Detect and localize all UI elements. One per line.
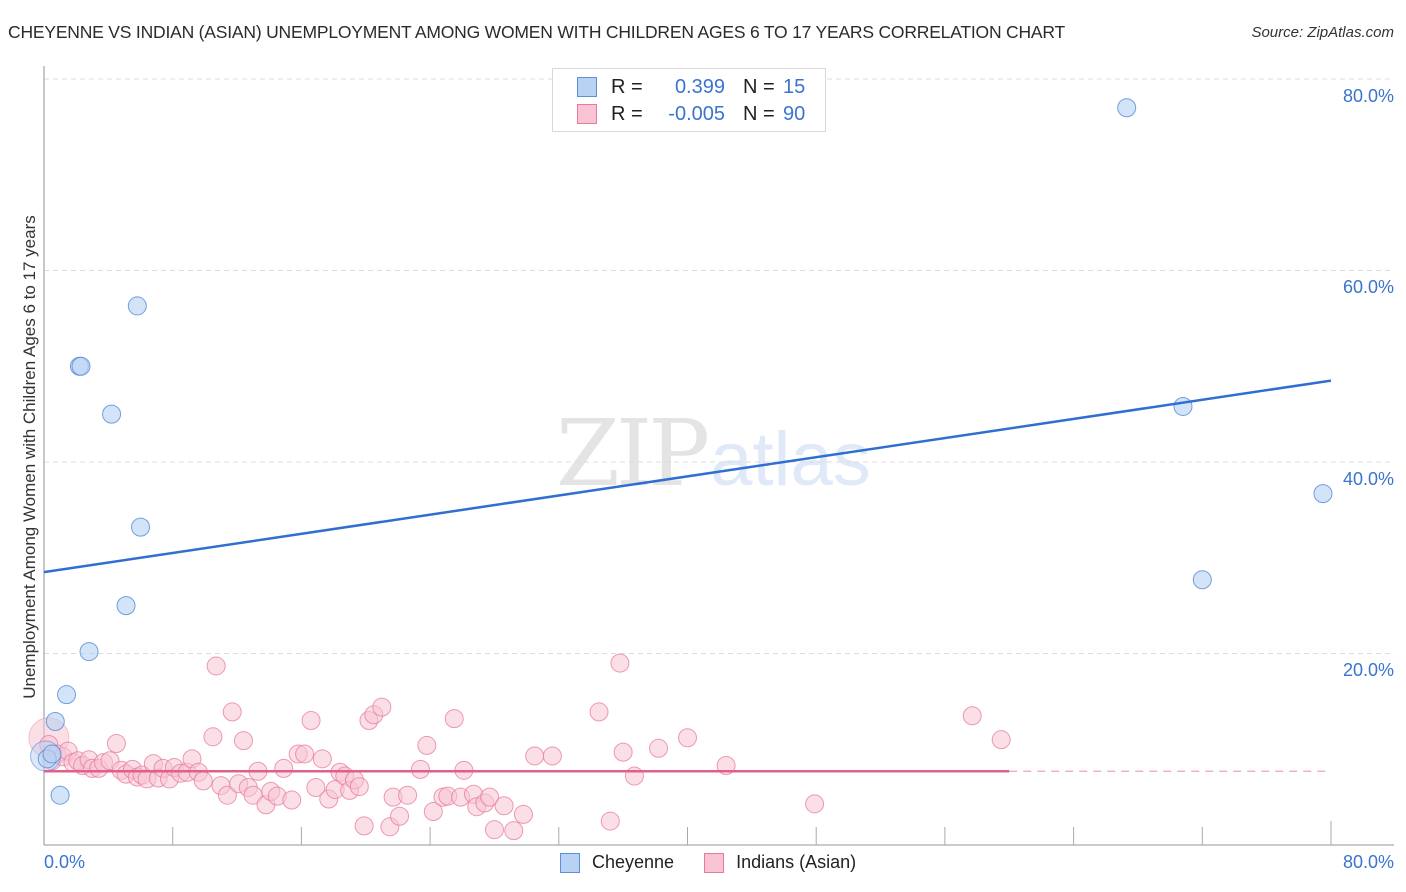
data-point	[354, 816, 374, 836]
data-point	[624, 766, 644, 786]
r-value: 0.399	[674, 75, 725, 98]
data-point	[991, 730, 1011, 750]
data-point	[372, 697, 392, 717]
r-label: R =	[611, 75, 643, 98]
x-tick-max: 80.0%	[1342, 852, 1394, 872]
data-point	[390, 806, 410, 826]
data-point	[193, 771, 213, 791]
y-tick-80: 80.0%	[1342, 86, 1394, 106]
x-tick-min: 0.0%	[44, 852, 86, 872]
data-point	[274, 758, 294, 778]
gridlines	[44, 78, 1392, 654]
data-point	[1117, 98, 1137, 118]
chart-title: CHEYENNE VS INDIAN (ASIAN) UNEMPLOYMENT …	[8, 22, 1066, 42]
data-point	[282, 790, 302, 810]
trend-lines	[43, 379, 1332, 773]
cheyenne-trend-line	[43, 379, 1332, 574]
data-point	[1192, 570, 1212, 590]
watermark: ZIPatlas	[556, 400, 871, 507]
correlation-legend: R = 0.399 N = 15 R = -0.005 N = 90	[552, 68, 826, 132]
data-point	[410, 759, 430, 779]
n-label: N =	[743, 75, 775, 98]
data-point	[423, 801, 443, 821]
data-point	[480, 787, 500, 807]
data-point	[295, 744, 315, 764]
data-point	[600, 811, 620, 831]
data-point	[398, 785, 418, 805]
indian-asian-points	[28, 653, 1011, 841]
data-point	[417, 735, 437, 755]
r-label: R =	[611, 102, 643, 125]
n-value: 15	[783, 75, 806, 98]
data-point	[962, 706, 982, 726]
watermark-atlas: atlas	[710, 417, 871, 502]
data-point	[102, 404, 122, 424]
r-value: -0.005	[668, 102, 725, 125]
y-tick-20: 20.0%	[1342, 660, 1394, 680]
data-point	[513, 804, 533, 824]
cheyenne-swatch-icon	[560, 852, 580, 873]
data-point	[106, 734, 126, 754]
data-point	[116, 596, 136, 616]
data-point	[50, 785, 70, 805]
data-point	[127, 296, 147, 316]
watermark-zip: ZIP	[556, 400, 710, 507]
n-value: 90	[783, 102, 806, 125]
data-point	[42, 744, 62, 764]
data-point	[301, 711, 321, 731]
data-point	[542, 746, 562, 766]
data-point	[1313, 484, 1333, 504]
data-point	[805, 794, 825, 814]
indian-swatch-icon	[704, 852, 725, 873]
data-point	[243, 785, 263, 805]
n-label: N =	[743, 102, 775, 125]
cheyenne-swatch-icon	[577, 77, 597, 97]
data-point	[71, 356, 91, 376]
data-point	[222, 702, 242, 722]
legend-row-cheyenne: R = 0.399 N = 15	[577, 74, 805, 100]
source-label: Source: ZipAtlas.com	[1251, 24, 1394, 41]
legend-item-cheyenne[interactable]: Cheyenne	[560, 852, 674, 873]
y-tick-60: 60.0%	[1342, 277, 1394, 297]
data-point	[131, 517, 151, 537]
legend-row-indian: R = -0.005 N = 90	[577, 101, 805, 127]
data-point	[206, 656, 226, 676]
data-point	[649, 738, 669, 758]
data-point	[233, 731, 253, 751]
y-tick-40: 40.0%	[1342, 469, 1394, 489]
data-point	[217, 785, 237, 805]
data-point	[79, 642, 99, 662]
indian-swatch-icon	[577, 104, 597, 124]
data-point	[203, 727, 223, 747]
data-point	[45, 711, 65, 731]
data-point	[610, 653, 630, 673]
data-point	[484, 820, 504, 840]
cheyenne-points	[30, 98, 1333, 805]
data-point	[589, 702, 609, 722]
legend-item-indian-asian[interactable]: Indians (Asian)	[704, 852, 856, 873]
data-point	[349, 777, 369, 797]
data-point	[613, 742, 633, 762]
series-legend: Cheyenne Indians (Asian)	[560, 852, 886, 873]
data-point	[306, 778, 326, 798]
data-point	[525, 746, 545, 766]
data-point	[494, 796, 514, 816]
legend-label: Indians (Asian)	[736, 852, 857, 872]
data-point	[678, 728, 697, 748]
data-point	[504, 821, 524, 841]
data-point	[312, 749, 332, 769]
data-point	[57, 685, 77, 705]
data-point	[444, 709, 464, 729]
axes	[43, 66, 1394, 846]
legend-label: Cheyenne	[592, 852, 675, 872]
y-axis-label: Unemployment Among Women with Children A…	[20, 215, 39, 699]
data-point	[1173, 396, 1193, 416]
